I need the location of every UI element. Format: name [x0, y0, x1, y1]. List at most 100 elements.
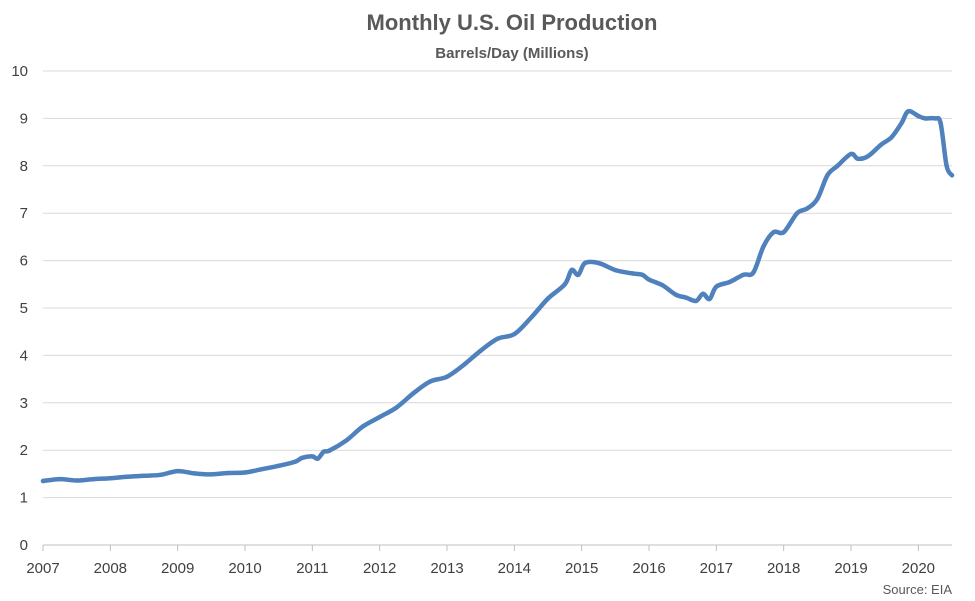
data-point: [640, 272, 645, 277]
y-axis-tick-labels: 0 1 2 3 4 5 6 7 8 9 10: [11, 63, 28, 554]
data-point: [848, 151, 854, 157]
x-tick-label: 2017: [700, 560, 733, 577]
data-point: [771, 230, 776, 235]
data-point: [158, 472, 163, 477]
data-point: [209, 472, 214, 477]
data-point: [855, 156, 860, 161]
data-point: [495, 336, 500, 341]
data-point: [922, 116, 928, 121]
chart-title: Monthly U.S. Oil Production: [367, 10, 658, 35]
y-tick-label: 10: [11, 63, 28, 80]
data-point: [781, 230, 786, 235]
data-point: [428, 379, 433, 384]
x-tick-label: 2012: [363, 560, 396, 577]
data-point: [394, 405, 399, 410]
chart-subtitle: Barrels/Day (Millions): [435, 45, 588, 62]
data-point: [576, 272, 581, 277]
y-tick-label: 8: [20, 158, 28, 175]
x-tick-label: 2014: [498, 560, 531, 577]
data-point: [700, 291, 706, 296]
x-tick-label: 2015: [565, 560, 598, 577]
y-tick-label: 2: [20, 442, 28, 459]
y-tick-label: 3: [20, 395, 28, 412]
data-point: [91, 476, 96, 482]
data-point: [300, 455, 305, 460]
data-point: [949, 173, 955, 178]
gridlines: [43, 70, 952, 499]
data-point: [545, 296, 551, 301]
x-tick-label: 2008: [94, 560, 127, 577]
x-tick-label: 2013: [430, 560, 463, 577]
data-point: [74, 478, 79, 483]
data-point: [933, 116, 938, 121]
data-point: [938, 120, 943, 126]
data-point: [226, 470, 231, 476]
data-point: [315, 456, 320, 461]
data-point: [714, 284, 719, 289]
data-point: [321, 449, 326, 454]
x-tick-label: 2010: [228, 560, 261, 577]
data-point: [529, 315, 534, 320]
data-point: [569, 267, 574, 273]
source-note: Source: EIA: [883, 582, 953, 597]
oil-production-series-line: [40, 108, 955, 484]
data-point: [125, 474, 130, 479]
data-point: [673, 292, 679, 297]
data-point: [944, 163, 949, 168]
data-point: [815, 196, 820, 202]
data-point: [478, 348, 483, 353]
y-tick-label: 4: [20, 347, 28, 364]
data-point: [906, 109, 911, 114]
data-point: [444, 374, 450, 379]
data-point: [741, 272, 746, 277]
data-point: [761, 244, 766, 249]
x-tick-label: 2020: [902, 560, 935, 577]
data-point: [327, 448, 332, 453]
data-point: [727, 279, 732, 285]
series-layer: [40, 108, 955, 484]
x-axis: [42, 544, 952, 551]
data-point: [683, 295, 689, 300]
data-point: [276, 463, 281, 468]
data-point: [835, 163, 840, 168]
data-point: [596, 260, 601, 266]
data-point: [613, 267, 618, 273]
data-point: [377, 414, 382, 420]
x-tick-label: 2009: [161, 560, 194, 577]
y-tick-label: 6: [20, 253, 28, 270]
x-tick-label: 2016: [632, 560, 665, 577]
data-point: [411, 391, 416, 396]
data-point: [865, 154, 870, 159]
data-point: [192, 471, 197, 476]
data-point: [310, 454, 315, 459]
x-tick-label: 2018: [767, 560, 800, 577]
y-tick-label: 0: [20, 537, 28, 554]
data-point: [582, 260, 588, 266]
data-point: [660, 283, 665, 288]
data-point: [293, 459, 298, 464]
x-axis-tick-labels: 2007 2008 2009 2010 2011 2012 2013 2014 2015 2016…: [26, 560, 935, 577]
x-tick-label: 2019: [834, 560, 867, 577]
y-tick-label: 5: [20, 300, 28, 317]
data-point: [562, 282, 567, 287]
data-point: [630, 271, 635, 276]
data-point: [879, 142, 884, 147]
data-point: [175, 468, 180, 474]
data-point: [825, 173, 830, 178]
y-tick-label: 1: [20, 490, 28, 507]
data-point: [916, 113, 921, 119]
data-point: [360, 424, 365, 429]
data-point: [461, 362, 466, 368]
data-point: [57, 476, 62, 482]
data-point: [259, 467, 264, 472]
data-point: [242, 470, 248, 475]
y-tick-label: 7: [20, 205, 28, 222]
data-point: [751, 270, 756, 275]
data-point: [899, 120, 904, 126]
data-point: [794, 211, 800, 216]
data-point: [646, 277, 652, 282]
data-point: [805, 206, 810, 211]
data-point: [512, 331, 517, 337]
data-point: [707, 296, 712, 302]
